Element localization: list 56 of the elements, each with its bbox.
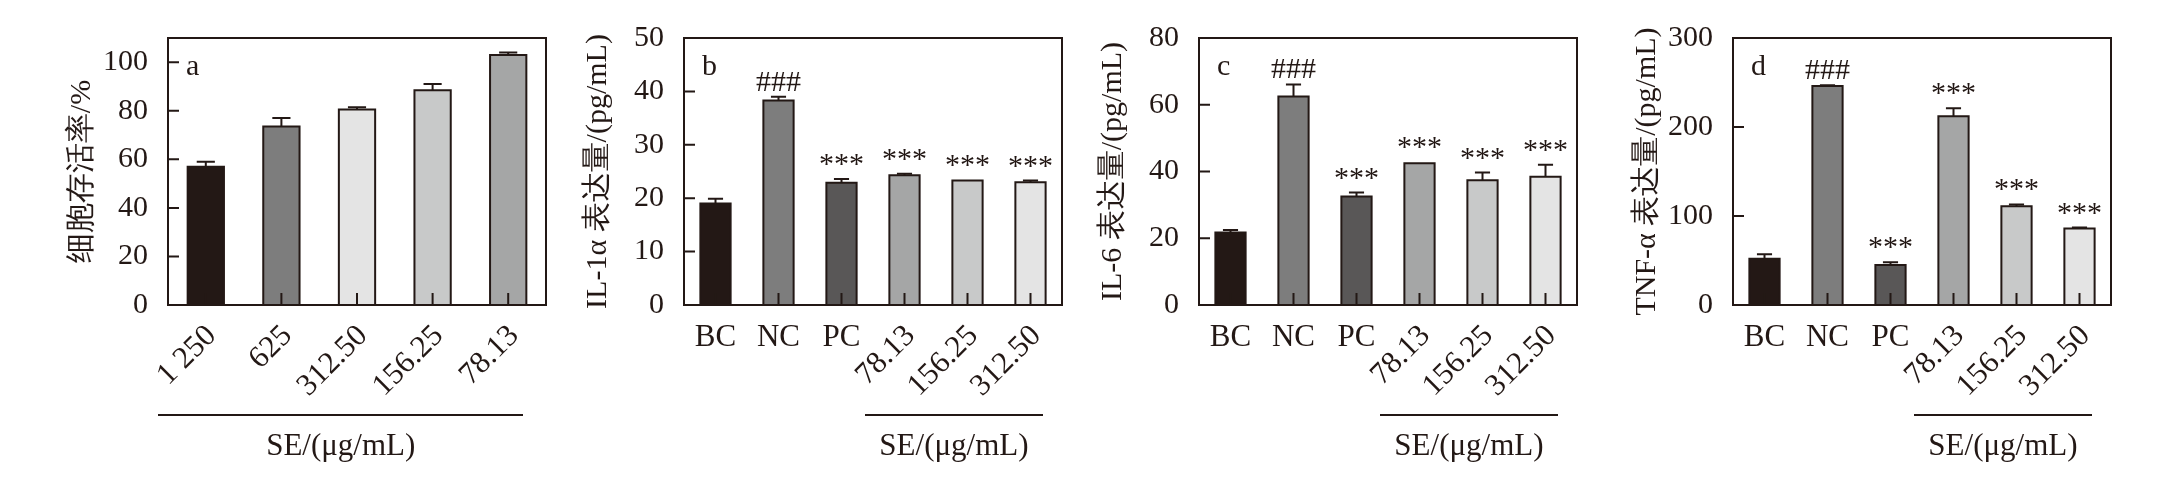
y-tick-label: 40 [1149,152,1179,186]
x-tick-label: BC [1209,318,1252,353]
y-axis-title: IL-1α 表达量/(pg/mL) [578,34,613,309]
annotation: *** [1994,171,2039,205]
y-tick-label: 40 [634,72,664,106]
x-axis-title: SE/(μg/mL) [1928,427,2078,462]
x-tick-label: 1 250 [148,316,223,392]
y-tick-label: 60 [118,140,148,174]
annotation: *** [2057,194,2102,228]
x-tick-label: NC [1271,318,1316,353]
chart-title: a [186,48,200,81]
y-tick-label: 0 [1698,285,1713,319]
y-tick-label: 100 [103,43,148,77]
y-axis-title: TNF-α 表达量/(pg/mL) [1627,27,1662,316]
annotation: *** [1868,229,1913,263]
y-tick-label: 80 [1149,18,1179,52]
y-tick-label: 30 [634,125,664,159]
x-axis-title: SE/(μg/mL) [879,427,1029,462]
x-tick-label: 625 [240,316,299,375]
chart-title: c [1217,48,1231,81]
annotation: *** [1523,131,1568,165]
y-tick-label: 20 [1149,219,1179,253]
y-axis-title: IL-6 表达量/(pg/mL) [1093,41,1128,302]
y-tick-label: 10 [634,232,664,266]
annotation: *** [1334,159,1379,193]
y-tick-label: 200 [1668,107,1713,141]
x-tick-label: NC [1805,318,1850,353]
annotation: *** [945,146,990,180]
y-tick-label: 60 [1149,85,1179,119]
chart-title: d [1751,48,1766,81]
annotation: ### [1271,51,1316,85]
x-tick-label: BC [1743,318,1786,353]
chart-title: b [702,48,717,81]
annotation: *** [819,145,864,179]
y-tick-label: 0 [1164,285,1179,319]
y-tick-label: 0 [133,285,148,319]
y-tick-label: 50 [634,18,664,52]
x-tick-label: NC [756,318,801,353]
y-axis-title: 细胞存活率/% [62,79,96,264]
annotation: *** [1460,139,1505,173]
annotation: *** [1008,147,1053,181]
x-axis-title: SE/(μg/mL) [266,427,416,462]
annotation: *** [1397,129,1442,163]
annotation: ### [1805,52,1850,86]
y-tick-label: 80 [118,91,148,125]
x-tick-label: BC [694,318,737,353]
y-tick-label: 20 [634,179,664,213]
x-axis-title: SE/(μg/mL) [1394,427,1544,462]
y-tick-label: 100 [1668,196,1713,230]
annotation: *** [882,140,927,174]
y-tick-label: 40 [118,188,148,222]
annotation: ### [756,63,801,97]
y-tick-label: 20 [118,237,148,271]
y-tick-label: 300 [1668,18,1713,52]
y-tick-label: 0 [649,285,664,319]
annotation: *** [1931,75,1976,109]
